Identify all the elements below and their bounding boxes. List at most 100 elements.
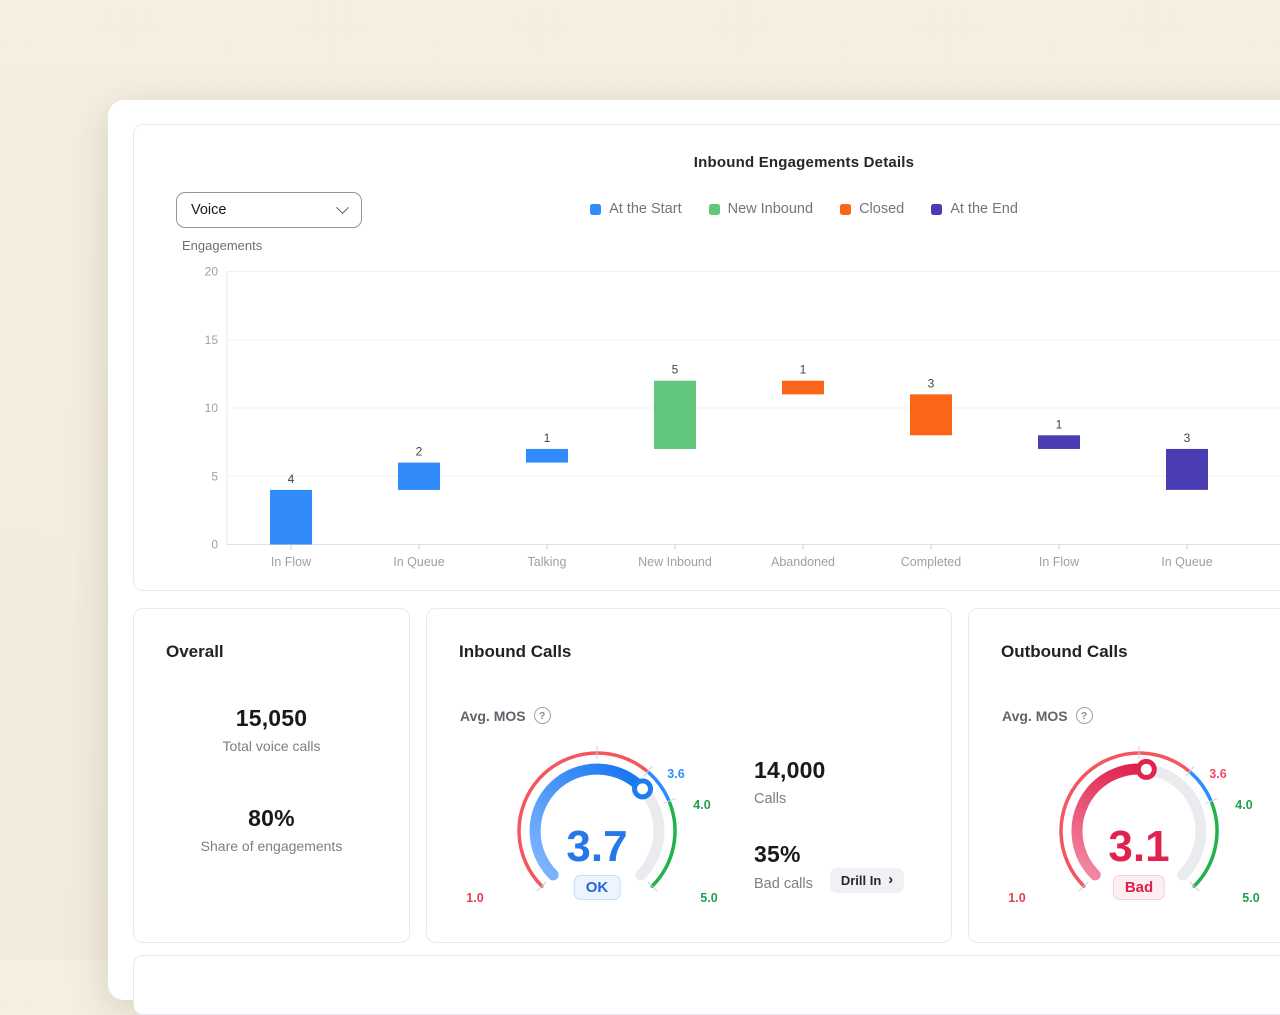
gauge-tick — [647, 881, 658, 892]
legend-item-new-inbound[interactable]: New Inbound — [708, 201, 814, 217]
inbound-calls-card: Inbound Calls Avg. MOS ? 3.7 1.0 3.6 4.0 5.0… — [426, 608, 952, 943]
legend-item-at-the-start[interactable]: At the Start — [590, 201, 682, 217]
bar-value-label: 5 — [672, 363, 679, 377]
share-of-engagements-label: Share of engagements — [200, 838, 343, 854]
legend-label: New Inbound — [727, 201, 814, 217]
gauge-value: 3.7 — [566, 822, 627, 871]
gauge-tick — [1078, 881, 1089, 892]
gauge-range-segment — [517, 751, 649, 888]
legend-label: Closed — [859, 201, 905, 217]
total-voice-calls-value: 15,050 — [235, 705, 308, 731]
gauge-knob — [1135, 758, 1157, 780]
bar-value-label: 1 — [800, 363, 807, 377]
gauge-axis-label-3.6: 3.6 — [1209, 767, 1226, 781]
bar-new-inbound[interactable] — [654, 380, 696, 449]
gauge-tick — [643, 766, 653, 777]
legend-label: At the End — [950, 201, 1018, 217]
gauge-range-segment — [1189, 771, 1213, 802]
gauge-range-segment — [1059, 751, 1191, 888]
y-tick-label: 10 — [205, 401, 219, 415]
inbound-mos-status-badge: OK — [573, 875, 621, 900]
overall-card: Overall 15,050 Total voice calls 80% Sha… — [133, 608, 410, 943]
info-icon[interactable]: ? — [1075, 707, 1093, 724]
gauge-range-segment — [1192, 801, 1219, 888]
app-window: Inbound Engagements Details Voice At the… — [108, 100, 1280, 1015]
bar-in-queue[interactable] — [1166, 448, 1208, 490]
outbound-calls-title: Outbound Calls — [1001, 642, 1128, 661]
gauge-tick — [663, 798, 676, 804]
x-category-label: In Flow — [1039, 555, 1080, 569]
bar-value-label: 3 — [1184, 431, 1191, 445]
gauge-knob — [632, 778, 654, 800]
overall-card-title: Overall — [166, 642, 224, 661]
gauge-axis-label-5.0: 5.0 — [700, 891, 717, 905]
inbound-calls-count: 14,000 — [754, 757, 826, 783]
legend-item-at-the-end[interactable]: At the End — [931, 201, 1018, 217]
gauge-axis-label-4.0: 4.0 — [693, 798, 710, 812]
channel-dropdown[interactable]: Voice — [176, 192, 362, 228]
outbound-avg-mos-row: Avg. MOS ? — [1002, 707, 1093, 724]
x-category-label: In Queue — [1161, 555, 1212, 569]
y-tick-label: 5 — [211, 469, 218, 483]
gauge-range-segment — [647, 771, 671, 802]
gauge-tick — [536, 881, 547, 892]
outbound-mos-gauge: 3.1 1.0 3.6 4.0 5.0 — [1008, 746, 1260, 905]
gauge-axis-label-5.0: 5.0 — [1242, 891, 1259, 905]
bar-in-flow[interactable] — [1038, 435, 1080, 449]
legend-swatch — [840, 203, 852, 215]
x-category-label: New Inbound — [638, 555, 712, 569]
bar-completed[interactable] — [910, 394, 952, 436]
info-icon[interactable]: ? — [533, 707, 551, 724]
total-voice-calls-stat: 15,050 Total voice calls — [134, 705, 409, 754]
chart-legend: At the Start New Inbound Closed At the End — [134, 201, 1280, 217]
share-of-engagements-stat: 80% Share of engagements — [134, 805, 409, 854]
x-category-label: Abandoned — [771, 555, 835, 569]
inbound-avg-mos-row: Avg. MOS ? — [460, 707, 551, 724]
outbound-calls-card: Outbound Calls Avg. MOS ? 3.1 1.0 3.6 4.0 5.… — [968, 608, 1280, 943]
gauge-value: 3.1 — [1108, 822, 1169, 871]
legend-label: At the Start — [609, 201, 682, 217]
bar-in-flow[interactable] — [270, 489, 312, 545]
x-category-label: Completed — [901, 555, 961, 569]
gauge-axis-label-4.0: 4.0 — [1235, 798, 1252, 812]
drill-in-label: Drill In — [840, 873, 882, 888]
legend-item-closed[interactable]: Closed — [840, 201, 904, 217]
bar-talking[interactable] — [526, 448, 568, 463]
y-tick-label: 0 — [211, 538, 218, 552]
inbound-calls-title: Inbound Calls — [459, 642, 572, 661]
inbound-side-stats: 14,000 Calls 35% Bad calls Drill In › — [754, 757, 905, 893]
inbound-calls-count-label: Calls — [754, 791, 787, 807]
bar-abandoned[interactable] — [782, 380, 824, 395]
gauge-progress — [529, 763, 649, 881]
gauge-tick — [1205, 798, 1218, 804]
avg-mos-label: Avg. MOS — [1002, 707, 1068, 724]
chart-title: Inbound Engagements Details — [693, 154, 915, 171]
y-tick-label: 15 — [205, 333, 219, 347]
x-category-label: Talking — [528, 555, 567, 569]
drill-in-button[interactable]: Drill In › — [829, 868, 905, 893]
chevron-right-icon: › — [888, 871, 894, 888]
legend-swatch — [590, 203, 602, 215]
bar-value-label: 3 — [928, 376, 935, 390]
bar-value-label: 1 — [544, 431, 551, 445]
legend-swatch — [708, 203, 720, 215]
y-tick-label: 20 — [205, 265, 219, 279]
gauge-tick — [1185, 766, 1195, 777]
legend-swatch — [931, 203, 943, 215]
channel-dropdown-value: Voice — [191, 202, 227, 218]
gauge-axis-label-3.6: 3.6 — [667, 767, 684, 781]
bar-in-queue[interactable] — [398, 462, 440, 490]
gauge-tick — [1189, 881, 1200, 892]
gauge-axis-label-1.0: 1.0 — [1008, 891, 1025, 905]
inbound-mos-gauge: 3.7 1.0 3.6 4.0 5.0 — [466, 746, 718, 905]
share-of-engagements-value: 80% — [248, 805, 295, 831]
bad-calls-label: Bad calls — [754, 876, 813, 892]
bad-calls-percent: 35% — [754, 841, 801, 867]
bar-value-label: 4 — [288, 472, 295, 486]
gauge-range-segment — [650, 801, 677, 888]
total-voice-calls-label: Total voice calls — [222, 738, 321, 754]
gauge-progress — [1071, 763, 1152, 881]
avg-mos-label: Avg. MOS — [460, 707, 526, 724]
